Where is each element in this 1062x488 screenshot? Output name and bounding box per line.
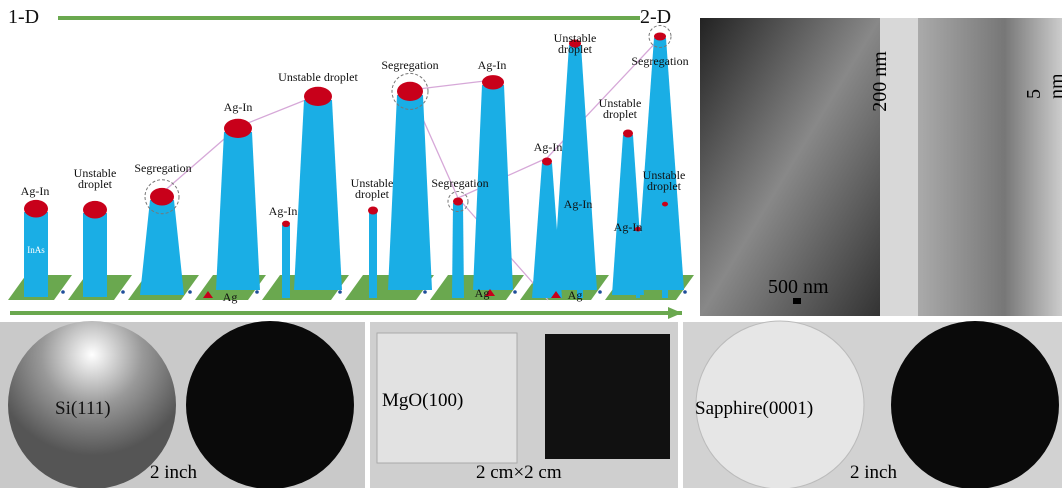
schematic-label: Ag-In [10,186,60,197]
nanowire [282,225,290,298]
scale-label: 500 nm [768,276,829,299]
schematic-label: Ag-In [213,102,263,113]
substrate-label: Sapphire(0001) [695,398,813,420]
connector [410,80,493,90]
wafer-coated [186,321,354,488]
droplet [397,82,423,101]
droplet [662,202,668,207]
end-label: 2-D [640,6,671,29]
substrate-label: Si(111) [55,398,111,420]
schematic-label: Segregation [420,178,500,189]
dot [255,290,259,294]
schematic-label: Ag-In [603,222,653,233]
schematic-label: Unstable droplet [347,178,397,200]
droplet [24,200,48,218]
size-label: 2 cm×2 cm [476,462,562,484]
droplet [654,33,666,41]
start-label: 1-D [8,6,39,29]
nanowire [83,213,107,297]
figure: 1-D 2-D 500 nm 200 nm 5 nm Si(111) 2 inc… [0,0,1062,488]
nanowire [636,38,684,290]
schematic-label: Unstable droplet [263,72,373,83]
nanowire [662,205,668,298]
nanowire [452,203,464,298]
droplet [542,158,552,166]
substrate-coated [545,334,670,459]
scale-label: 5 nm [1023,67,1062,99]
schematic-label: Segregation [620,56,700,67]
figure-graphics [0,0,1062,488]
schematic-label: Unstable droplet [545,33,605,55]
nanowire [216,132,260,290]
schematic-label: Ag-In [523,142,573,153]
schematic-label: Unstable droplet [595,98,645,120]
droplet [482,75,504,89]
droplet [150,188,174,206]
nanowire [369,212,377,298]
scale-label: 200 nm [869,51,892,112]
dot [61,290,65,294]
size-label: 2 inch [150,462,197,484]
wafer-coated [891,321,1059,488]
nanowire [140,200,184,295]
droplet [453,198,463,206]
nanowire [553,45,597,290]
dot [513,290,517,294]
nanowire [294,100,342,290]
size-label: 2 inch [850,462,897,484]
dot [683,290,687,294]
droplet [623,130,633,138]
schematic-label: Ag [560,290,590,301]
schematic-label: Ag-In [467,60,517,71]
dot [423,290,427,294]
schematic-label: Ag [215,292,245,303]
dot [598,290,602,294]
schematic-label: Segregation [128,163,198,174]
droplet [224,119,252,138]
schematic-label: Ag-In [258,206,308,217]
schematic-label: Ag-In [553,199,603,210]
schematic-label: Unstable droplet [634,170,694,192]
droplet [368,207,378,215]
nanowires [24,26,684,301]
dot [121,290,125,294]
sem-image [700,18,880,316]
arrow-head [668,307,682,319]
schematic-label: Ag [467,288,497,299]
droplet [304,87,332,106]
droplet [282,221,290,227]
dot [338,290,342,294]
droplet [83,201,107,219]
substrate-label: MgO(100) [382,390,463,412]
schematic-label: InAs [21,245,51,256]
schematic-label: Unstable droplet [65,168,125,190]
tem-image-high [918,18,1062,316]
schematic-label: Segregation [370,60,450,71]
dot [188,290,192,294]
